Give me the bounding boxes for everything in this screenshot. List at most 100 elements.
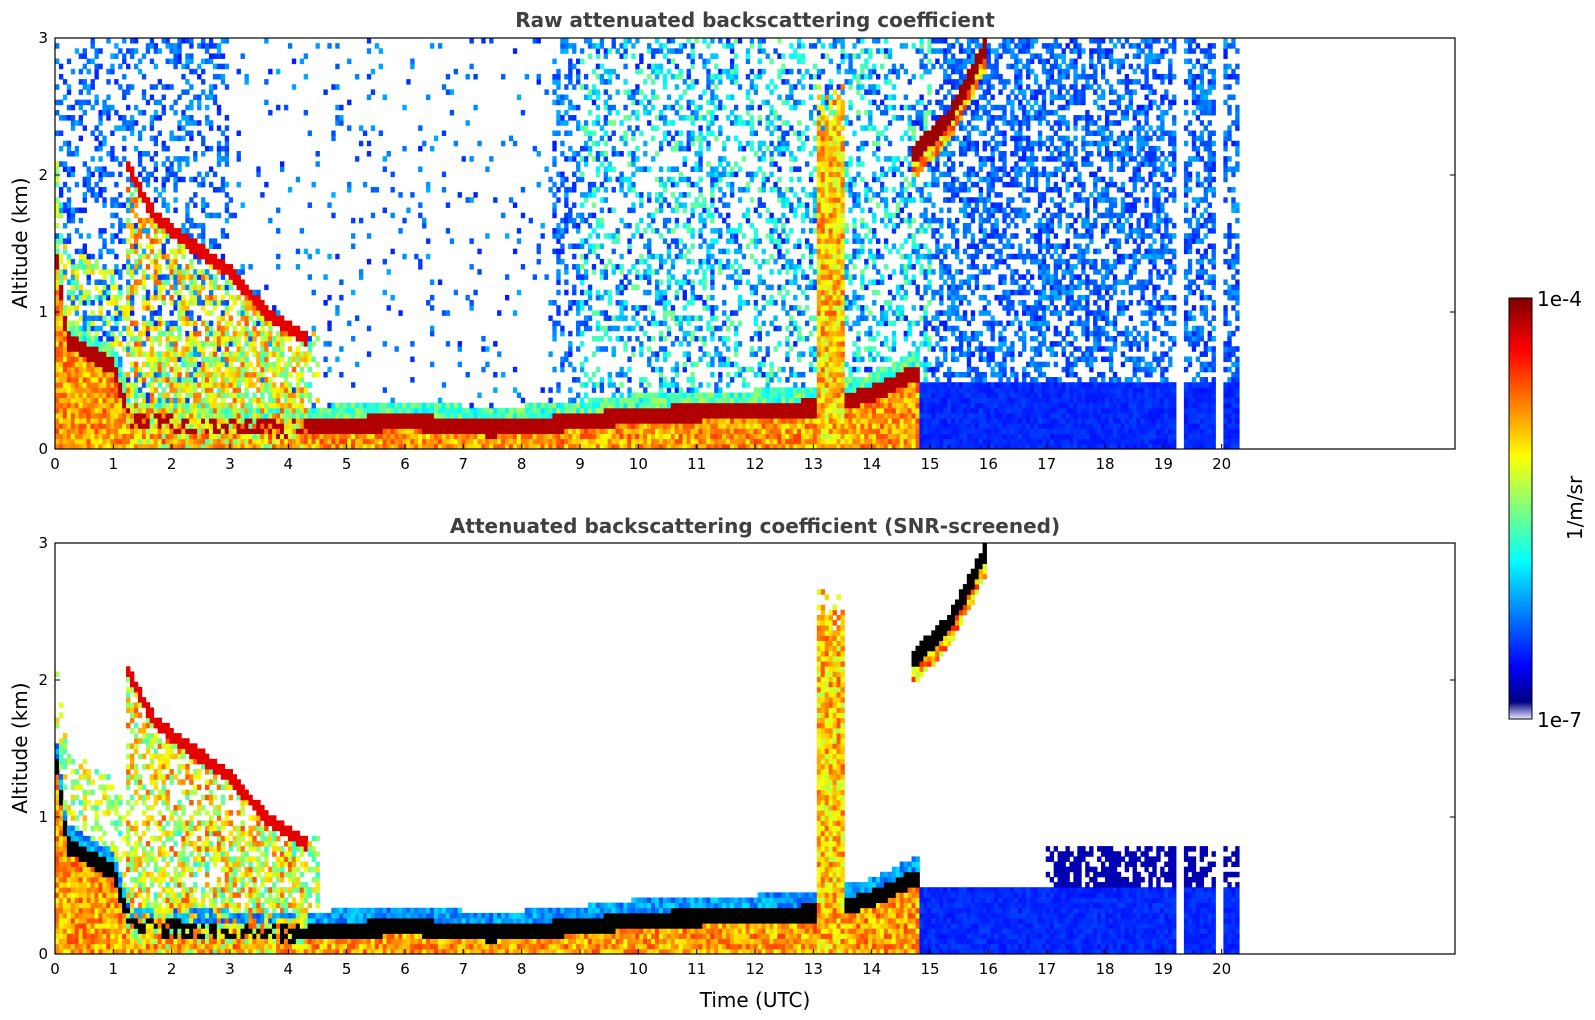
heatmap-cell [654, 413, 660, 419]
heatmap-cell [307, 253, 312, 260]
heatmap-cell [173, 402, 178, 409]
heatmap-cell [126, 125, 131, 131]
heatmap-cell [137, 346, 143, 352]
heatmap-cell [110, 279, 115, 285]
heatmap-cell [682, 402, 687, 409]
heatmap-cell [469, 423, 474, 429]
heatmap-cell [189, 84, 194, 90]
heatmap-cell [710, 166, 715, 172]
heatmap-cell [130, 197, 135, 203]
heatmap-cell [283, 418, 289, 424]
heatmap-cell [627, 151, 632, 157]
heatmap-cell [698, 346, 703, 352]
heatmap-cell [232, 294, 237, 301]
heatmap-cell [698, 407, 703, 414]
heatmap-cell [252, 407, 257, 414]
plot-area-raw [55, 38, 1240, 449]
heatmap-cell [193, 371, 198, 378]
heatmap-cell [236, 392, 241, 399]
heatmap-cell [520, 413, 526, 419]
heatmap-cell [382, 423, 387, 429]
heatmap-cell [726, 258, 731, 265]
heatmap-cell [591, 192, 597, 198]
heatmap-cell [587, 89, 593, 95]
heatmap-cell [66, 145, 72, 152]
heatmap-cell [82, 300, 87, 306]
heatmap-cell [548, 443, 553, 449]
heatmap-cell [508, 418, 514, 424]
heatmap-cell [362, 443, 368, 449]
heatmap-cell [532, 428, 537, 434]
heatmap-cell [477, 407, 482, 414]
heatmap-cell [118, 192, 123, 198]
heatmap-cell [378, 407, 384, 414]
heatmap-cell [224, 387, 230, 393]
heatmap-cell [161, 371, 166, 378]
heatmap-cell [82, 397, 87, 404]
heatmap-cell [666, 310, 672, 316]
heatmap-cell [55, 58, 60, 65]
heatmap-cell [512, 438, 518, 445]
heatmap-cell [670, 104, 676, 111]
heatmap-cell [161, 402, 166, 409]
heatmap-cell [429, 330, 435, 337]
heatmap-cell [603, 99, 609, 106]
heatmap-cell [647, 279, 652, 285]
heatmap-cell [161, 222, 166, 229]
heatmap-cell [722, 407, 727, 414]
heatmap-cell [469, 264, 474, 270]
heatmap-cell [58, 335, 64, 342]
heatmap-cell [74, 387, 80, 393]
heatmap-cell [398, 310, 403, 316]
heatmap-cell [564, 269, 569, 275]
heatmap-cell [658, 377, 664, 383]
heatmap-cell [208, 145, 214, 152]
heatmap-cell [726, 438, 731, 445]
heatmap-cell [540, 438, 545, 445]
heatmap-cell [165, 166, 170, 172]
heatmap-cell [607, 294, 612, 301]
heatmap-cell [268, 433, 273, 440]
heatmap-cell [690, 284, 695, 291]
heatmap-cell [520, 397, 526, 404]
heatmap-cell [647, 243, 652, 250]
heatmap-cell [122, 310, 127, 316]
heatmap-cell [682, 428, 687, 434]
heatmap-cell [583, 418, 589, 424]
heatmap-cell [137, 428, 143, 434]
heatmap-cell [169, 366, 174, 373]
heatmap-cell [193, 284, 198, 291]
heatmap-cell [473, 438, 478, 445]
heatmap-cell [651, 443, 656, 449]
heatmap-cell [165, 392, 170, 399]
heatmap-cell [698, 402, 703, 409]
heatmap-cell [722, 68, 727, 75]
heatmap-cell [177, 135, 182, 142]
heatmap-cell [583, 433, 589, 440]
heatmap-cell [662, 346, 668, 352]
heatmap-cell [631, 99, 636, 106]
heatmap-cell [615, 284, 620, 291]
heatmap-cell [161, 248, 166, 255]
heatmap-cell [595, 186, 601, 193]
heatmap-cell [212, 305, 218, 311]
heatmap-cell [212, 402, 218, 409]
heatmap-cell [449, 423, 455, 429]
heatmap-cell [579, 212, 585, 219]
heatmap-cell [382, 407, 387, 414]
heatmap-cell [177, 53, 182, 59]
heatmap-cell [603, 433, 609, 440]
heatmap-cell [133, 289, 139, 296]
heatmap-cell [110, 274, 115, 280]
heatmap-cell [512, 248, 518, 255]
heatmap-cell [248, 335, 253, 342]
heatmap-cell [607, 120, 612, 126]
heatmap-cell [662, 433, 668, 440]
heatmap-cell [102, 428, 107, 434]
heatmap-cell [583, 407, 589, 414]
heatmap-cell [627, 335, 632, 342]
heatmap-cell [390, 186, 395, 193]
heatmap-cell [666, 418, 672, 424]
heatmap-cell [647, 269, 652, 275]
heatmap-cell [639, 346, 644, 352]
